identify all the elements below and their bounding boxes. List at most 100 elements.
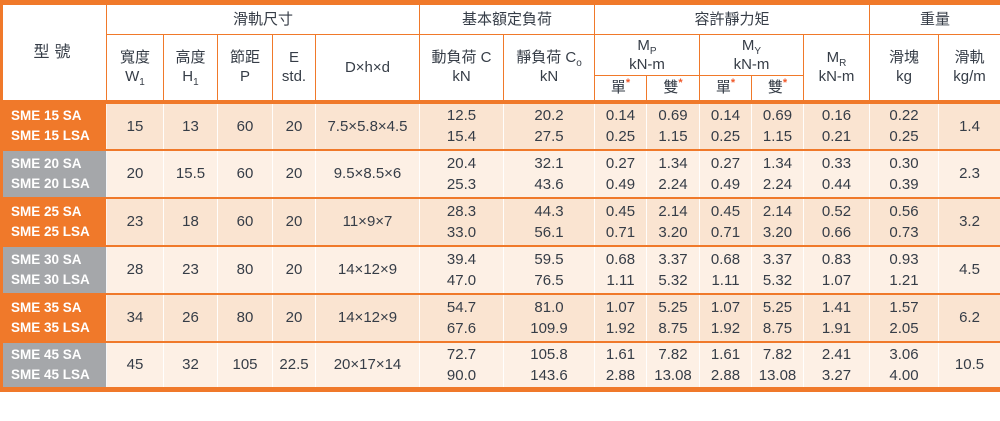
value-sa: 7.82 [762, 345, 793, 363]
model-cell: SME 35 SA SME 35 LSA [1, 292, 107, 343]
cell-pitch: 60 [217, 196, 273, 247]
value-sa: 0.68 [605, 250, 636, 268]
value-lsa: 1.07 [821, 271, 852, 289]
cell-width: 34 [106, 292, 164, 343]
cell-dynamic-load: 72.7 90.0 [419, 340, 504, 391]
height-symbol-subscript: 1 [193, 77, 199, 89]
value-sa: 0.68 [710, 250, 741, 268]
cell-dhd: 14×12×9 [315, 244, 420, 295]
mp-double-label: 雙 [663, 79, 679, 97]
cell-mr: 1.41 1.91 [803, 292, 871, 343]
cell-rail-weight: 4.5 [938, 244, 1000, 295]
table-row-sme30: SME 30 SA SME 30 LSA 28 23 80 20 14×12×9… [1, 244, 1000, 295]
value-sa: 20.4 [446, 154, 477, 172]
value-sa: 2.14 [762, 202, 793, 220]
table-row-sme15: SME 15 SA SME 15 LSA 15 13 60 20 7.5×5.8… [1, 99, 1000, 151]
value-lsa: 25.3 [446, 175, 477, 193]
col-header-my-single: 單* [699, 75, 753, 102]
value-lsa: 5.32 [762, 271, 793, 289]
cell-mp-double: 1.34 2.24 [646, 148, 701, 199]
model-cell: SME 30 SA SME 30 LSA [1, 244, 107, 295]
value-sa: 12.5 [446, 107, 477, 124]
col-header-pitch: 節距 P [217, 34, 273, 102]
model-cell: SME 20 SA SME 20 LSA [1, 148, 107, 199]
model-lsa-label: SME 45 LSA [11, 366, 90, 382]
value-sa: 3.37 [658, 250, 688, 268]
cell-mr: 0.83 1.07 [803, 244, 871, 295]
table-body: SME 15 SA SME 15 LSA 15 13 60 20 7.5×5.8… [1, 99, 1000, 391]
value-sa: 20.2 [534, 107, 564, 124]
model-sa-label: SME 25 SA [11, 203, 82, 219]
col-header-dynamic-zh: 動負荷 C [431, 49, 492, 67]
cell-my-single: 0.45 0.71 [699, 196, 753, 247]
cell-pitch: 105 [217, 340, 273, 391]
value-sa: 1.61 [605, 345, 636, 363]
col-header-mr: MR kN-m [803, 34, 871, 102]
value-lsa: 0.66 [821, 223, 852, 241]
cell-height: 23 [163, 244, 218, 295]
value-sa: 105.8 [530, 345, 568, 363]
col-header-pitch-symbol: P [239, 68, 250, 86]
value-lsa: 13.08 [758, 366, 797, 384]
mr-unit: kN-m [818, 68, 855, 86]
col-header-height: 高度 H1 [163, 34, 218, 102]
value-lsa: 56.1 [534, 223, 564, 241]
table-row-sme35: SME 35 SA SME 35 LSA 34 26 80 20 14×12×9… [1, 292, 1000, 343]
cell-static-load: 59.5 76.5 [502, 244, 596, 295]
cell-height: 15.5 [163, 148, 218, 199]
cell-mp-single: 0.27 0.49 [594, 148, 648, 199]
col-header-block-weight: 滑塊 kg [869, 34, 940, 102]
cell-dhd: 20×17×14 [315, 340, 420, 391]
static-symbol-subscript: o [576, 58, 582, 70]
col-header-dynamic-unit: kN [452, 68, 471, 86]
my-single-label: 單 [715, 79, 731, 97]
col-header-width-zh: 寬度 [119, 49, 150, 67]
cell-my-single: 0.68 1.11 [699, 244, 753, 295]
value-sa: 81.0 [534, 298, 564, 316]
col-header-height-symbol: H1 [164, 67, 217, 89]
cell-e: 20 [272, 196, 316, 247]
value-sa: 0.69 [762, 107, 793, 124]
col-header-e-symbol: E [288, 49, 299, 67]
value-lsa: 1.11 [711, 271, 740, 289]
cell-pitch: 80 [217, 292, 273, 343]
table-row-sme45: SME 45 SA SME 45 LSA 45 32 105 22.5 20×1… [1, 340, 1000, 391]
cell-block-weight: 0.56 0.73 [869, 196, 940, 247]
cell-my-double: 3.37 5.32 [751, 244, 805, 295]
col-header-height-zh: 高度 [175, 49, 206, 67]
model-lsa-label: SME 15 LSA [11, 128, 90, 143]
model-cell: SME 45 SA SME 45 LSA [1, 340, 107, 391]
static-symbol-base: 靜負荷 C [516, 49, 577, 67]
value-lsa: 0.49 [605, 175, 636, 193]
cell-dynamic-load: 20.4 25.3 [419, 148, 504, 199]
mp-symbol-subscript: P [649, 46, 657, 57]
model-lsa-label: SME 35 LSA [11, 319, 90, 335]
value-lsa: 5.32 [658, 271, 688, 289]
value-lsa: 2.88 [710, 366, 741, 384]
value-sa: 0.16 [821, 107, 852, 124]
value-sa: 0.27 [710, 154, 741, 172]
cell-dynamic-load: 54.7 67.6 [419, 292, 504, 343]
col-header-block-unit: kg [896, 68, 912, 86]
cell-mp-double: 3.37 5.32 [646, 244, 701, 295]
value-lsa: 2.05 [889, 319, 919, 337]
col-header-static-zh: 靜負荷 Co [504, 48, 594, 70]
value-sa: 5.25 [658, 298, 688, 316]
group-header-basic-load: 基本額定負荷 [418, 2, 596, 35]
value-lsa: 0.71 [605, 223, 636, 241]
value-sa: 0.45 [605, 202, 636, 220]
cell-my-single: 0.27 0.49 [699, 148, 753, 199]
cell-dynamic-load: 12.5 15.4 [419, 99, 504, 151]
model-cell: SME 15 SA SME 15 LSA [1, 99, 107, 151]
mr-symbol-base: M [826, 49, 840, 67]
cell-rail-weight: 2.3 [938, 148, 1000, 199]
cell-height: 26 [163, 292, 218, 343]
cell-height: 13 [163, 99, 218, 151]
mp-single-asterisk: * [625, 77, 631, 90]
value-lsa: 0.25 [605, 128, 636, 145]
value-lsa: 1.92 [710, 319, 741, 337]
cell-block-weight: 0.22 0.25 [869, 99, 940, 151]
my-double-asterisk: * [782, 77, 788, 90]
cell-dynamic-load: 39.4 47.0 [419, 244, 504, 295]
cell-e: 20 [272, 99, 316, 151]
